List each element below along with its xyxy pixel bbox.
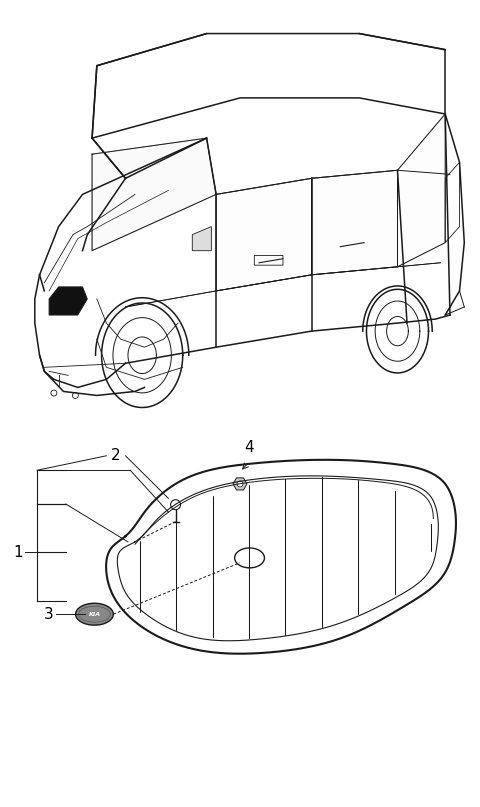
Text: 3: 3 xyxy=(44,607,54,621)
Polygon shape xyxy=(233,478,247,490)
Ellipse shape xyxy=(75,604,113,625)
Text: KIA: KIA xyxy=(88,612,100,617)
Polygon shape xyxy=(312,170,397,275)
Polygon shape xyxy=(216,178,312,291)
Text: 1: 1 xyxy=(13,545,23,560)
Text: 4: 4 xyxy=(245,441,254,455)
Circle shape xyxy=(170,500,180,510)
Polygon shape xyxy=(397,114,445,267)
Polygon shape xyxy=(192,227,211,251)
Polygon shape xyxy=(445,162,459,243)
Text: 2: 2 xyxy=(111,448,121,463)
Polygon shape xyxy=(92,138,216,251)
Circle shape xyxy=(237,481,243,487)
Polygon shape xyxy=(49,286,87,315)
